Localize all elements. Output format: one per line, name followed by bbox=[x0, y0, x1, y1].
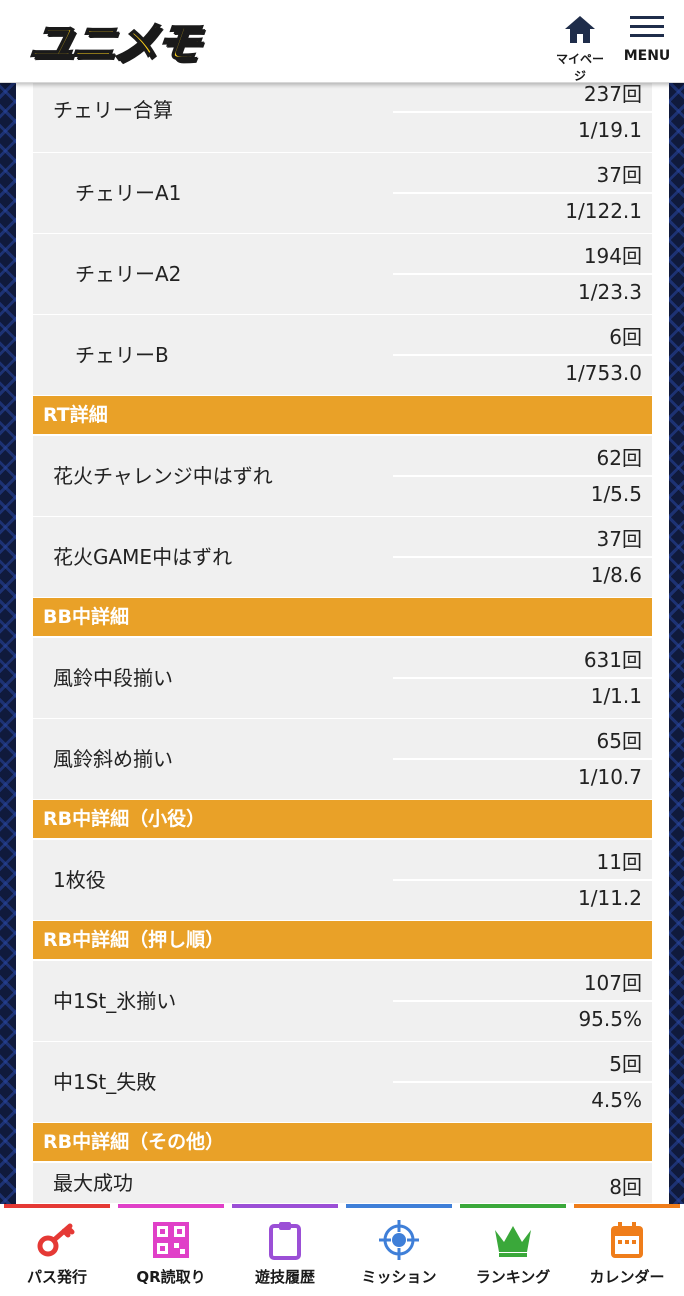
stat-row-cherry-a2: チェリーA2 194回 1/23.3 bbox=[33, 234, 652, 315]
row-probability: 4.5% bbox=[591, 1088, 642, 1112]
row-count: 62回 bbox=[596, 446, 642, 470]
bottom-navigation: パス発行 QR読取り 遊技履歴 ミッション bbox=[0, 1204, 684, 1296]
data-panel[interactable]: チェリー合算 237回 1/19.1 チェリーA1 37回 1/122.1 チェ… bbox=[16, 82, 669, 1204]
row-count: 5回 bbox=[609, 1052, 642, 1076]
key-icon bbox=[37, 1223, 75, 1257]
row-probability: 1/10.7 bbox=[578, 765, 642, 789]
row-probability: 1/8.6 bbox=[590, 563, 642, 587]
row-label: 風鈴中段揃い bbox=[53, 666, 173, 690]
row-divider bbox=[393, 111, 652, 113]
row-divider bbox=[393, 354, 652, 356]
row-divider bbox=[393, 192, 652, 194]
section-header-rb-other: RB中詳細（その他） bbox=[33, 1123, 652, 1163]
nav-accent-bar bbox=[574, 1204, 680, 1208]
stat-row-middle-ice: 中1St_氷揃い 107回 95.5% bbox=[33, 961, 652, 1042]
row-label: 1枚役 bbox=[53, 868, 106, 892]
row-divider bbox=[393, 1081, 652, 1083]
section-header-rb-small: RB中詳細（小役） bbox=[33, 800, 652, 840]
clipboard-icon bbox=[269, 1222, 301, 1260]
nav-label: 遊技履歴 bbox=[254, 1268, 315, 1286]
row-label: 中1St_失敗 bbox=[53, 1070, 157, 1094]
row-count: 11回 bbox=[596, 850, 642, 874]
section-header-rt: RT詳細 bbox=[33, 396, 652, 436]
row-label: 花火GAME中はずれ bbox=[53, 545, 233, 569]
crosshair-icon bbox=[379, 1220, 419, 1260]
nav-label: ミッション bbox=[361, 1268, 437, 1286]
row-probability: 1/5.5 bbox=[590, 482, 642, 506]
nav-accent-bar bbox=[4, 1204, 110, 1208]
nav-accent-bar bbox=[460, 1204, 566, 1208]
nav-ranking[interactable]: ランキング bbox=[460, 1204, 566, 1296]
stat-row-cherry-b: チェリーB 6回 1/753.0 bbox=[33, 315, 652, 396]
nav-mission[interactable]: ミッション bbox=[346, 1204, 452, 1296]
crown-icon bbox=[495, 1226, 531, 1257]
nav-qr-read[interactable]: QR読取り bbox=[118, 1204, 224, 1296]
row-divider bbox=[393, 475, 652, 477]
nav-accent-bar bbox=[346, 1204, 452, 1208]
row-label: 花火チャレンジ中はずれ bbox=[53, 464, 273, 488]
row-probability: 1/1.1 bbox=[590, 684, 642, 708]
stat-row-cherry-a1: チェリーA1 37回 1/122.1 bbox=[33, 153, 652, 234]
row-count: 107回 bbox=[583, 971, 642, 995]
stats-table: チェリー合算 237回 1/19.1 チェリーA1 37回 1/122.1 チェ… bbox=[33, 82, 652, 1204]
mypage-label: マイページ bbox=[555, 52, 604, 83]
row-count: 6回 bbox=[609, 325, 642, 349]
stat-row-furin-diagonal: 風鈴斜め揃い 65回 1/10.7 bbox=[33, 719, 652, 800]
calendar-icon bbox=[611, 1222, 643, 1258]
row-divider bbox=[393, 677, 652, 679]
home-icon bbox=[565, 16, 595, 43]
qr-code-icon bbox=[153, 1222, 189, 1258]
row-probability: 95.5% bbox=[578, 1007, 642, 1031]
row-count: 194回 bbox=[583, 244, 642, 268]
nav-label: パス発行 bbox=[26, 1268, 87, 1286]
row-divider bbox=[393, 1000, 652, 1002]
stat-row-cherry-total: チェリー合算 237回 1/19.1 bbox=[33, 82, 652, 153]
nav-accent-bar bbox=[118, 1204, 224, 1208]
row-label: 最大成功 bbox=[53, 1171, 133, 1195]
row-label: チェリーA1 bbox=[75, 181, 182, 205]
row-label: チェリー合算 bbox=[53, 98, 173, 122]
section-header-bb: BB中詳細 bbox=[33, 598, 652, 638]
hamburger-icon bbox=[630, 16, 664, 37]
nav-play-history[interactable]: 遊技履歴 bbox=[232, 1204, 338, 1296]
menu-label: MENU bbox=[623, 48, 671, 64]
row-divider bbox=[393, 879, 652, 881]
row-probability: 1/19.1 bbox=[578, 118, 642, 142]
nav-pass-issue[interactable]: パス発行 bbox=[4, 1204, 110, 1296]
stat-row-hanabi-challenge-miss: 花火チャレンジ中はずれ 62回 1/5.5 bbox=[33, 436, 652, 517]
stat-row-hanabi-game-miss: 花火GAME中はずれ 37回 1/8.6 bbox=[33, 517, 652, 598]
row-count: 37回 bbox=[596, 163, 642, 187]
row-label: 中1St_氷揃い bbox=[53, 989, 177, 1013]
row-count: 631回 bbox=[583, 648, 642, 672]
app-header: ユニメモ マイページ MENU bbox=[0, 0, 684, 83]
row-divider bbox=[393, 556, 652, 558]
row-label: 風鈴斜め揃い bbox=[53, 747, 173, 771]
stat-row-middle-fail: 中1St_失敗 5回 4.5% bbox=[33, 1042, 652, 1123]
nav-calendar[interactable]: カレンダー bbox=[574, 1204, 680, 1296]
row-label: チェリーA2 bbox=[75, 262, 182, 286]
row-count: 8回 bbox=[609, 1175, 642, 1199]
section-header-rb-order: RB中詳細（押し順） bbox=[33, 921, 652, 961]
stat-row-max-success: 最大成功 8回 bbox=[33, 1163, 652, 1204]
nav-label: QR読取り bbox=[136, 1268, 206, 1286]
row-probability: 1/11.2 bbox=[578, 886, 642, 910]
nav-accent-bar bbox=[232, 1204, 338, 1208]
row-label: チェリーB bbox=[75, 343, 169, 367]
row-count: 65回 bbox=[596, 729, 642, 753]
row-divider bbox=[393, 758, 652, 760]
row-count: 237回 bbox=[583, 82, 642, 106]
nav-label: ランキング bbox=[475, 1268, 551, 1286]
row-probability: 1/23.3 bbox=[578, 280, 642, 304]
mypage-button[interactable]: マイページ bbox=[552, 14, 608, 84]
app-logo[interactable]: ユニメモ bbox=[26, 17, 201, 70]
row-count: 37回 bbox=[596, 527, 642, 551]
stat-row-one-mai: 1枚役 11回 1/11.2 bbox=[33, 840, 652, 921]
row-probability: 1/753.0 bbox=[565, 361, 642, 385]
row-probability: 1/122.1 bbox=[565, 199, 642, 223]
row-divider bbox=[393, 273, 652, 275]
menu-button[interactable]: MENU bbox=[620, 14, 674, 64]
stat-row-furin-middle: 風鈴中段揃い 631回 1/1.1 bbox=[33, 638, 652, 719]
nav-label: カレンダー bbox=[589, 1268, 665, 1286]
